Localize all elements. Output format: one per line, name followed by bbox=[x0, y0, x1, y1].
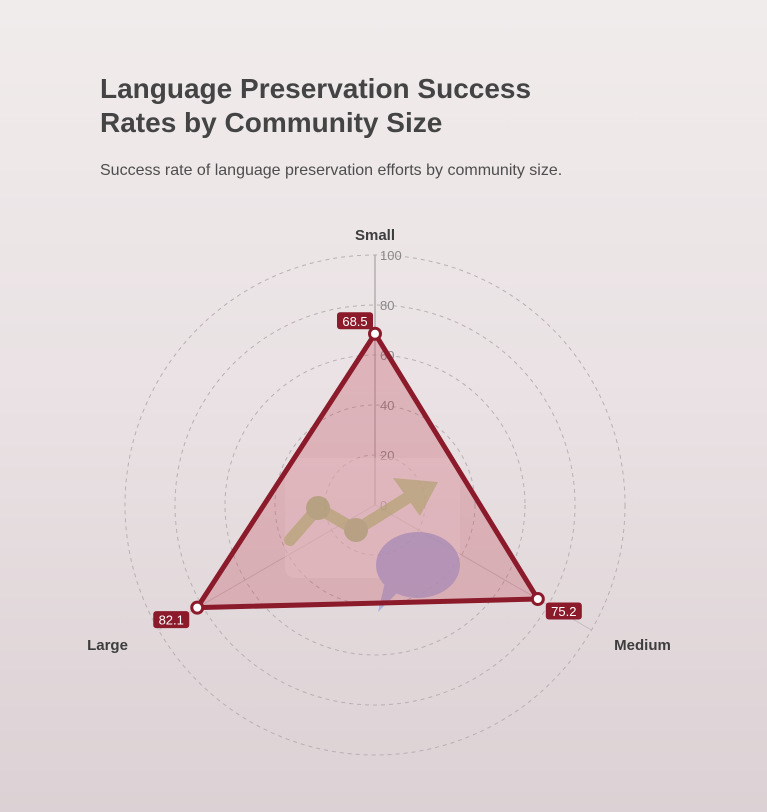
data-point[interactable] bbox=[190, 600, 205, 615]
data-label-badge bbox=[337, 312, 373, 330]
r-tick-label: 0 bbox=[380, 498, 387, 513]
grid-ring bbox=[274, 404, 476, 606]
r-tick-label: 100 bbox=[380, 248, 402, 263]
data-label-badge bbox=[153, 611, 190, 629]
radar-labels: 68.5 75.2 82.1 Small Medium Large bbox=[87, 227, 671, 654]
r-tick-label: 40 bbox=[380, 398, 394, 413]
data-label: 82.1 bbox=[159, 613, 184, 628]
category-label: Medium bbox=[614, 637, 671, 654]
data-point[interactable] bbox=[530, 592, 545, 606]
chart-subtitle: Success rate of language preservation ef… bbox=[100, 162, 563, 179]
series-area bbox=[194, 331, 541, 611]
radar-series bbox=[190, 326, 545, 615]
chart-title: Language Preservation Success Rates by C… bbox=[100, 73, 532, 138]
chart-illustration bbox=[284, 458, 460, 612]
category-label: Large bbox=[87, 637, 128, 654]
data-label-badge bbox=[545, 602, 582, 620]
data-point[interactable] bbox=[368, 326, 382, 341]
category-label: Small bbox=[355, 227, 395, 244]
r-tick-label: 20 bbox=[380, 448, 394, 463]
data-label: 68.5 bbox=[342, 314, 367, 329]
r-tick-label: 80 bbox=[380, 298, 394, 313]
data-label: 75.2 bbox=[551, 604, 576, 619]
grid-ring bbox=[174, 304, 576, 706]
